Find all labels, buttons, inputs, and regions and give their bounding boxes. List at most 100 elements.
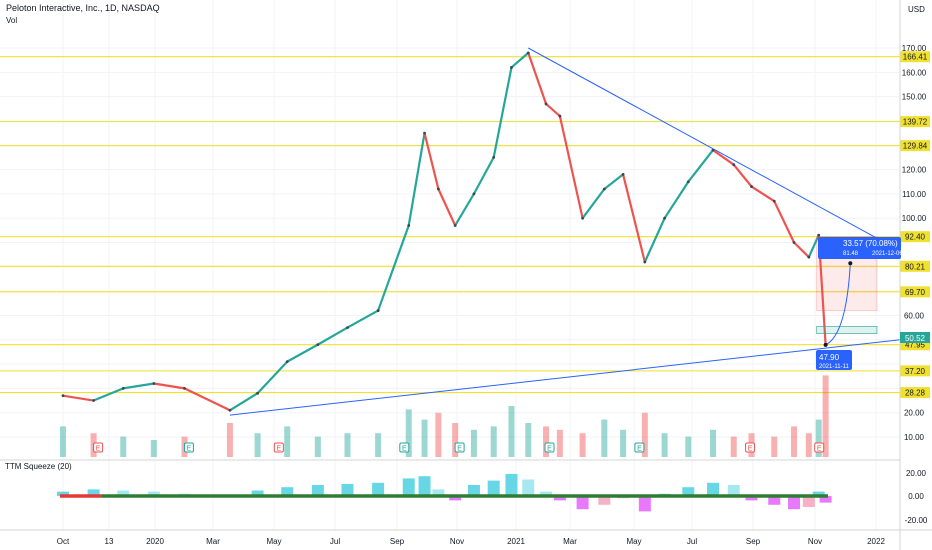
price-segment	[687, 149, 715, 183]
earnings-marker-label: E	[748, 446, 753, 453]
squeeze-bar	[553, 496, 566, 501]
squeeze-bar	[788, 496, 801, 510]
volume-bar	[344, 433, 351, 457]
price-point	[544, 102, 548, 106]
earnings-marker-box	[634, 442, 645, 453]
squeeze-bar	[707, 482, 720, 496]
time-tick-label: May	[626, 537, 641, 546]
measure-label-box[interactable]	[818, 237, 901, 259]
price-point	[750, 185, 753, 188]
price-tick-label: 20.00	[904, 409, 925, 418]
time-tick-label: May	[266, 537, 281, 546]
squeeze-bar	[311, 485, 324, 496]
price-point	[772, 199, 776, 203]
price-segment	[183, 387, 232, 412]
volume-bar	[543, 426, 550, 457]
price-segment	[544, 102, 561, 118]
level-label: 47.95	[905, 341, 926, 350]
price-segment	[558, 114, 584, 220]
earnings-marker-box	[183, 442, 194, 453]
squeeze-bar	[598, 496, 611, 505]
level-badge	[900, 140, 930, 152]
trend-lines[interactable]	[229, 47, 901, 416]
time-tick-label: Nov	[808, 537, 822, 546]
time-tick-label: Sep	[746, 537, 761, 546]
squeeze-bar	[576, 496, 589, 510]
downtrend-line	[528, 47, 877, 239]
squeeze-bar	[802, 496, 815, 507]
price-segment	[510, 51, 530, 69]
volume-label: Vol	[6, 16, 17, 25]
squeeze-bar	[467, 485, 480, 496]
price-segment	[454, 192, 476, 227]
price-point	[92, 399, 96, 402]
volume-bar	[421, 419, 428, 457]
earnings-marker-label: E	[817, 446, 822, 453]
level-badge	[900, 339, 930, 351]
time-tick-label: 2020	[146, 537, 164, 546]
volume-bar	[641, 412, 648, 457]
price-segment	[228, 392, 259, 412]
price-point	[807, 255, 811, 259]
volume-bar	[375, 433, 382, 457]
price-tick-label: 170.00	[902, 44, 927, 53]
squeeze-bar	[505, 474, 518, 496]
price-point	[621, 173, 625, 176]
measure-start-box[interactable]	[816, 350, 852, 370]
price-point	[581, 216, 585, 220]
price-point	[817, 233, 821, 237]
earnings-marker-box	[273, 442, 284, 453]
volume-bar	[620, 429, 627, 457]
price-series	[61, 51, 828, 412]
volume-bar	[435, 412, 442, 457]
level-badge	[900, 260, 930, 272]
price-point	[792, 241, 796, 244]
price-segment	[711, 149, 735, 166]
price-segment	[643, 217, 666, 264]
squeeze-indicator	[56, 474, 832, 512]
price-tick-label: 60.00	[904, 311, 925, 320]
price-point	[423, 131, 426, 135]
volume-bars	[59, 375, 829, 457]
squeeze-bar	[117, 490, 130, 496]
price-segment	[527, 51, 548, 106]
squeeze-bar	[812, 491, 825, 496]
measure-target: 81.48	[843, 251, 859, 257]
volume-bar	[470, 429, 477, 457]
squeeze-bar	[745, 496, 758, 501]
price-segment	[377, 224, 410, 312]
price-segment	[316, 326, 349, 346]
price-segment	[92, 387, 125, 402]
price-point	[61, 394, 65, 398]
price-point	[510, 66, 513, 69]
time-tick-label: 2022	[867, 537, 885, 546]
volume-bar	[254, 433, 261, 457]
price-segment	[492, 66, 513, 159]
price-segment	[61, 394, 95, 402]
volume-bar	[579, 433, 586, 457]
earnings-marker-label: E	[187, 446, 192, 453]
squeeze-bar	[432, 489, 445, 496]
price-point	[526, 51, 530, 55]
price-point	[346, 326, 349, 329]
price-point	[316, 343, 320, 347]
volume-bar	[226, 423, 233, 457]
volume-bar	[150, 440, 157, 457]
measure-start-point	[823, 342, 828, 347]
indicator-title[interactable]: TTM Squeeze (20)	[5, 462, 72, 471]
volume-bar	[805, 433, 812, 457]
earnings-marker-label: E	[457, 446, 462, 453]
price-point	[228, 408, 232, 412]
squeeze-bar	[682, 487, 695, 496]
price-segment	[346, 309, 380, 329]
price-segment	[603, 173, 625, 191]
price-axis[interactable]: 166.41 139.72 129.84 92.40 80.21 69.70 47.95 37…	[900, 44, 930, 442]
squeeze-bar	[402, 478, 415, 496]
squeeze-bar	[251, 490, 264, 496]
time-axis[interactable]: Oct 13 2020 Mar May Jul Sep Nov 2021 Mar May Jul Sep…	[57, 537, 886, 546]
earnings-marker-label: E	[547, 446, 552, 453]
price-segment	[622, 173, 646, 264]
earnings-marker-box	[454, 442, 465, 453]
